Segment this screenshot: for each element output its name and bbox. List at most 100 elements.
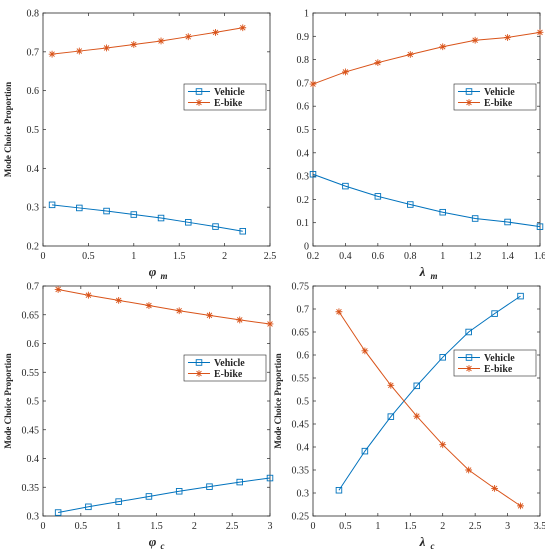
data-point-ebike bbox=[266, 320, 274, 328]
series-line-vehicle bbox=[58, 477, 271, 514]
data-point-ebike bbox=[85, 291, 92, 299]
data-point-vehicle bbox=[206, 483, 213, 490]
x-tick-label: 1.6 bbox=[534, 251, 545, 262]
y-axis-label: Mode Choice Proportion bbox=[3, 353, 13, 448]
data-point-vehicle bbox=[239, 227, 247, 235]
y-tick-label: 0.3 bbox=[297, 489, 310, 500]
data-point-vehicle bbox=[212, 223, 219, 230]
data-point-ebike bbox=[206, 311, 213, 319]
data-point-ebike bbox=[335, 308, 343, 316]
y-tick-label: 0.75 bbox=[292, 282, 310, 293]
data-point-vehicle bbox=[504, 218, 511, 226]
y-tick-label: 0.7 bbox=[297, 78, 310, 89]
x-tick-label: 2.5 bbox=[469, 521, 482, 532]
data-point-ebike bbox=[175, 307, 183, 315]
y-tick-label: 0.8 bbox=[297, 55, 310, 66]
data-point-vehicle bbox=[54, 509, 62, 516]
data-point-vehicle bbox=[491, 310, 498, 317]
x-tick-label: 1 bbox=[375, 521, 380, 532]
y-tick-label: 0.65 bbox=[292, 328, 310, 339]
legend-label-ebike: E-bike bbox=[214, 98, 243, 109]
x-tick-label: 1 bbox=[440, 251, 445, 262]
y-tick-label: 0.3 bbox=[297, 172, 310, 183]
legend-label-vehicle: Vehicle bbox=[214, 358, 245, 369]
y-tick-label: 0.9 bbox=[297, 32, 310, 43]
data-point-vehicle bbox=[115, 498, 122, 505]
y-tick-label: 0.4 bbox=[297, 443, 310, 454]
data-point-ebike bbox=[413, 412, 421, 420]
x-tick-label: 0.5 bbox=[339, 521, 352, 532]
legend-marker-vehicle bbox=[195, 359, 203, 366]
y-tick-label: 0.3 bbox=[27, 203, 40, 214]
y-axis-label: Mode Choice Proportion bbox=[3, 82, 13, 177]
data-point-vehicle bbox=[145, 493, 153, 500]
x-axis-label-subscript: c bbox=[161, 541, 165, 550]
x-tick-label: 2.5 bbox=[226, 521, 239, 532]
data-point-vehicle bbox=[374, 193, 382, 200]
data-point-vehicle bbox=[185, 219, 192, 226]
legend-marker-vehicle bbox=[195, 88, 203, 95]
data-point-ebike bbox=[387, 381, 395, 389]
x-tick-label: 0.2 bbox=[307, 251, 320, 262]
y-tick-label: 0.5 bbox=[297, 125, 310, 136]
x-tick-label: 0 bbox=[41, 251, 46, 262]
series-line-ebike bbox=[58, 288, 271, 325]
chart-panel-1: 0 0.5 1 1.5 2 2.5 0.2 0.3 0.4 0.5 0.6 0.7 0.8 Mode Ch… bbox=[3, 9, 276, 282]
data-point-vehicle bbox=[103, 207, 110, 215]
y-tick-label: 0.4 bbox=[27, 454, 40, 465]
data-point-ebike bbox=[130, 41, 138, 48]
plot-frame bbox=[312, 12, 541, 247]
x-tick-label: 1 bbox=[131, 251, 136, 262]
legend-label-ebike: E-bike bbox=[484, 364, 513, 375]
legend-label-vehicle: Vehicle bbox=[214, 87, 245, 98]
series-line-ebike bbox=[312, 31, 541, 85]
data-point-vehicle bbox=[439, 208, 446, 216]
x-tick-label: 1.5 bbox=[404, 521, 417, 532]
data-point-vehicle bbox=[517, 292, 524, 300]
data-point-ebike bbox=[115, 296, 123, 304]
x-tick-label: 0.5 bbox=[75, 521, 88, 532]
legend-label-ebike: E-bike bbox=[484, 98, 513, 109]
x-axis-label: λ bbox=[419, 534, 426, 549]
y-tick-label: 0.1 bbox=[297, 218, 310, 229]
legend-label-vehicle: Vehicle bbox=[484, 87, 515, 98]
y-tick-label: 0.6 bbox=[297, 351, 310, 362]
data-point-vehicle bbox=[157, 214, 165, 222]
legend-marker-vehicle bbox=[465, 88, 473, 95]
data-point-ebike bbox=[48, 50, 56, 58]
x-tick-label: 0.8 bbox=[404, 251, 417, 262]
x-axis-label: φ bbox=[149, 534, 157, 549]
series-line-vehicle bbox=[338, 295, 521, 491]
data-point-ebike bbox=[157, 37, 165, 45]
data-point-ebike bbox=[439, 43, 447, 51]
x-tick-label: 2 bbox=[192, 521, 197, 532]
data-point-vehicle bbox=[407, 201, 414, 208]
y-tick-label: 0.4 bbox=[297, 148, 310, 159]
y-tick-label: 0.35 bbox=[292, 466, 310, 477]
y-tick-label: 0.2 bbox=[27, 242, 40, 253]
chart-panel-3: 0 0.5 1 1.5 2 2.5 3 0.3 0.35 0.4 0.45 0.5 0.55 0.6 0.6… bbox=[3, 282, 274, 550]
plot-frame bbox=[312, 285, 541, 517]
data-point-ebike bbox=[212, 29, 219, 36]
x-axis-label-subscript: m bbox=[161, 271, 168, 281]
data-point-ebike bbox=[309, 80, 317, 88]
data-point-ebike bbox=[491, 485, 498, 492]
y-axis-label: Mode Choice Proportion bbox=[273, 353, 283, 448]
series-line-vehicle bbox=[52, 204, 243, 232]
legend-marker-ebike bbox=[465, 99, 473, 106]
data-point-ebike bbox=[374, 59, 382, 67]
data-point-ebike bbox=[342, 68, 349, 76]
data-point-vehicle bbox=[536, 223, 544, 230]
y-tick-label: 0.25 bbox=[292, 512, 310, 523]
y-tick-label: 0 bbox=[304, 242, 309, 253]
x-tick-label: 2 bbox=[440, 521, 445, 532]
data-point-vehicle bbox=[471, 215, 479, 222]
data-point-vehicle bbox=[342, 182, 349, 190]
y-tick-label: 0.65 bbox=[22, 310, 40, 321]
data-point-ebike bbox=[239, 24, 247, 32]
x-tick-label: 1.5 bbox=[173, 251, 186, 262]
x-tick-label: 1.4 bbox=[501, 251, 514, 262]
